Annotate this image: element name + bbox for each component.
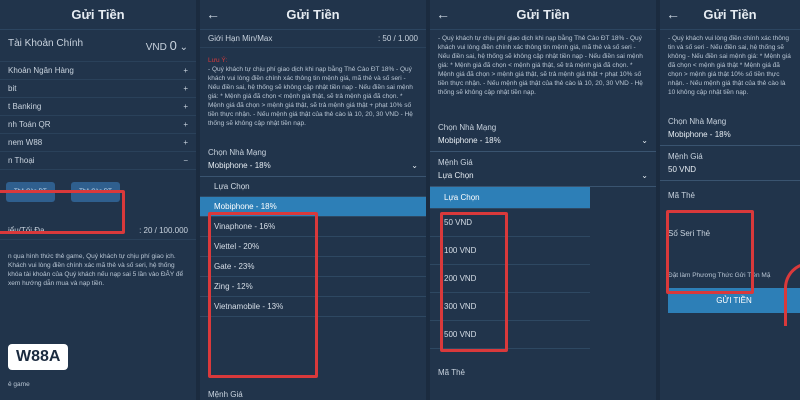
network-label: Chọn Nhà Mạng (438, 123, 497, 132)
highlight-box (440, 212, 508, 352)
method-item[interactable]: n Thoại − (0, 152, 196, 170)
notice-text: - Quý khách tự chịu phí giao dịch khi nạ… (208, 66, 413, 127)
dropdown-option[interactable]: Lựa Chọn (430, 187, 590, 209)
method-label: nem W88 (8, 138, 43, 147)
chevron-down-icon: ⌄ (641, 136, 648, 145)
page-title: Gửi Tiền (516, 7, 570, 22)
limit-row: Giới Hạn Min/Max : 50 / 1.000 (200, 30, 426, 48)
highlight-box (0, 190, 125, 234)
method-item[interactable]: nh Toán QR + (0, 116, 196, 134)
network-select[interactable]: Mobiphone - 18% ⌄ (200, 159, 426, 177)
page-title: Gửi Tiền (286, 7, 340, 22)
amount-label: Mệnh Giá (208, 390, 243, 399)
card-code-input[interactable]: Mã Thẻ (668, 191, 695, 200)
dropdown-option[interactable]: 300 VND (430, 293, 590, 321)
limit-label: Giới Hạn Min/Max (208, 34, 273, 43)
amount-select[interactable]: 50 VND (660, 163, 800, 181)
highlight-box (208, 212, 318, 378)
dropdown-option[interactable]: Zing - 12% (200, 277, 426, 297)
plus-icon: + (183, 138, 188, 147)
panel-network-select: ← Gửi Tiền Giới Hạn Min/Max : 50 / 1.000 L… (200, 0, 426, 400)
back-arrow-icon[interactable]: ← (206, 6, 220, 22)
network-dropdown: Lựa Chọn Mobiphone - 18% Vinaphone - 16%… (200, 177, 426, 317)
notice-text: - Quý khách vui lòng điền chính xác thôn… (668, 35, 791, 96)
page-title: Gửi Tiền (703, 7, 757, 22)
notice-title: Lưu Ý: (208, 57, 228, 64)
method-item[interactable]: bit + (0, 80, 196, 98)
header: Gửi Tiền (0, 0, 196, 30)
footer-text: ẻ game (8, 381, 30, 388)
account-row[interactable]: Tài Khoản Chính VND 0 ⌄ (0, 30, 196, 62)
plus-icon: + (183, 102, 188, 111)
plus-icon: + (183, 66, 188, 75)
network-value: Mobiphone - 18% (668, 130, 731, 139)
dropdown-option[interactable]: Viettel - 20% (200, 237, 426, 257)
card-serial-input[interactable]: Số Seri Thẻ (668, 229, 711, 238)
method-list: Khoản Ngân Hàng + bit + t Banking + nh Toán… (0, 62, 196, 170)
panel-main-account: Gửi Tiền Tài Khoản Chính VND 0 ⌄ Khoản N… (0, 0, 196, 400)
dropdown-option[interactable]: 500 VND (430, 321, 590, 349)
dropdown-option[interactable]: Vinaphone - 16% (200, 217, 426, 237)
chevron-down-icon: ⌄ (641, 171, 648, 180)
header: ← Gửi Tiền (200, 0, 426, 30)
dropdown-option[interactable]: Gate - 23% (200, 257, 426, 277)
amount-value: 50 VND (668, 165, 697, 174)
amount-dropdown: Lựa Chọn 50 VND 100 VND 200 VND 300 VND … (430, 187, 590, 349)
plus-icon: + (183, 84, 188, 93)
code-label: Mã Thẻ (438, 368, 465, 377)
chevron-down-icon: ⌄ (411, 161, 418, 170)
back-arrow-icon[interactable]: ← (666, 6, 680, 22)
limit-value: : 20 / 100.000 (139, 226, 188, 235)
notice-text: - Quý khách tự chịu phí giao dịch khi nạ… (438, 35, 643, 96)
network-value: Mobiphone - 18% (208, 161, 271, 170)
method-label: nh Toán QR (8, 120, 51, 129)
amount-label: Mệnh Giá (438, 158, 473, 167)
chevron-down-icon: ⌄ (179, 42, 188, 53)
panel-amount-select: ← Gửi Tiền - Quý khách tự chịu phí giao d… (430, 0, 656, 400)
logo-text: W88A (16, 348, 61, 365)
highlight-box (666, 210, 754, 294)
plus-icon: + (183, 120, 188, 129)
back-arrow-icon[interactable]: ← (436, 6, 450, 22)
network-label: Chọn Nhà Mạng (208, 148, 267, 157)
method-label: t Banking (8, 102, 42, 111)
dropdown-option[interactable]: Vietnamobile - 13% (200, 297, 426, 317)
dropdown-option[interactable]: 200 VND (430, 265, 590, 293)
logo: W88A (8, 344, 69, 370)
limit-value: : 50 / 1.000 (377, 34, 418, 43)
page-title: Gửi Tiền (71, 7, 125, 22)
limit-label: iểu/Tối Đa (8, 226, 45, 235)
dropdown-option[interactable]: 50 VND (430, 209, 590, 237)
header: ← Gửi Tiền (660, 0, 800, 30)
note-text: n qua hình thức thẻ game, Quý khách tự c… (8, 253, 184, 287)
balance-value: 0 (169, 38, 177, 53)
default-method-checkbox[interactable]: Đặt làm Phương Thức Gửi Tiền Mặ (668, 272, 771, 279)
network-select[interactable]: Mobiphone - 18% ⌄ (430, 134, 656, 152)
account-label: Tài Khoản Chính (8, 38, 84, 49)
amount-label: Mệnh Giá (668, 152, 703, 161)
currency-label: VND (145, 42, 167, 53)
method-label: bit (8, 84, 17, 93)
network-value: Mobiphone - 18% (438, 136, 501, 145)
panel-card-details: ← Gửi Tiền - Quý khách vui lòng điền chín… (660, 0, 800, 400)
limit-row: iểu/Tối Đa : 20 / 100.000 (0, 222, 196, 240)
method-label: n Thoại (8, 156, 35, 165)
amount-value: Lựa Chọn (438, 171, 474, 180)
header: ← Gửi Tiền (430, 0, 656, 30)
amount-select[interactable]: Lựa Chọn ⌄ (430, 169, 656, 187)
minus-icon: − (183, 156, 188, 165)
network-select[interactable]: Mobiphone - 18% (660, 128, 800, 146)
method-label: Khoản Ngân Hàng (8, 66, 74, 75)
dropdown-option[interactable]: 100 VND (430, 237, 590, 265)
network-label: Chọn Nhà Mạng (668, 117, 727, 126)
method-item[interactable]: t Banking + (0, 98, 196, 116)
method-item[interactable]: Khoản Ngân Hàng + (0, 62, 196, 80)
dropdown-option[interactable]: Lựa Chọn (200, 177, 426, 197)
method-item[interactable]: nem W88 + (0, 134, 196, 152)
